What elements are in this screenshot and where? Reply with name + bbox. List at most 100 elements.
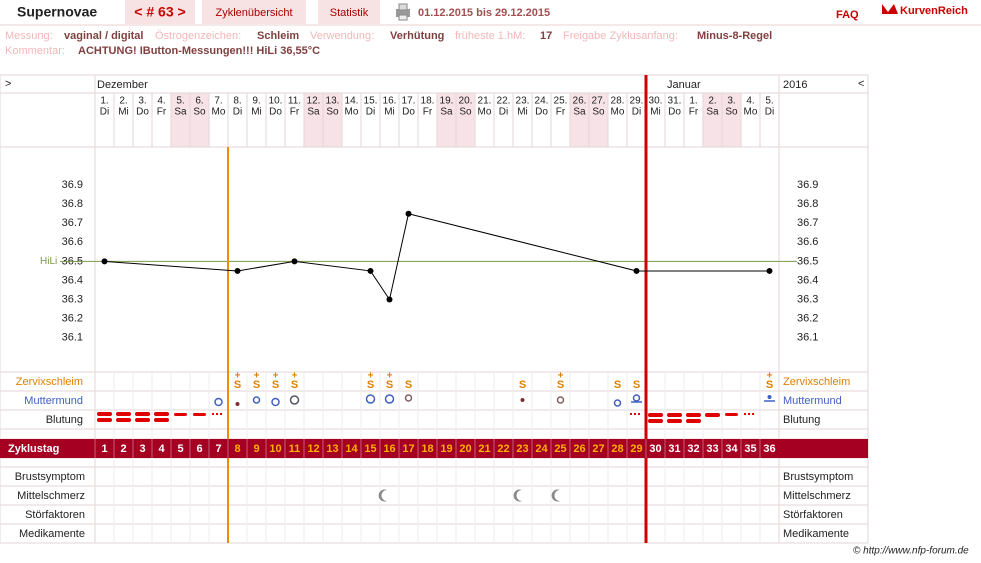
weekday: Do [535, 107, 548, 118]
weekday: Di [366, 107, 375, 118]
weekday: So [459, 107, 472, 118]
day-num: 21. [478, 96, 492, 107]
mucus-sign: S [272, 379, 279, 391]
temperature-point [101, 258, 108, 265]
info-value: Verhütung [390, 30, 444, 42]
cycle-day: 33 [706, 443, 718, 455]
weekday: Mo [744, 107, 758, 118]
tab[interactable]: Zyklenübersicht [215, 7, 292, 19]
date-range: 01.12.2015 bis 29.12.2015 [418, 7, 550, 19]
day-num: 28. [611, 96, 625, 107]
cycle-day: 27 [592, 443, 604, 455]
weekday: Di [100, 107, 109, 118]
weekday: Mi [650, 107, 661, 118]
weekday: So [592, 107, 605, 118]
mucus-plus: + [558, 371, 564, 382]
mucus-sign: S [367, 379, 374, 391]
day-num: 4. [157, 96, 165, 107]
cycle-day: 14 [345, 443, 358, 455]
day-num: 19. [440, 96, 454, 107]
row-label: Brustsymptom [783, 471, 853, 483]
day-num: 26. [573, 96, 587, 107]
month-label: Januar [667, 79, 701, 91]
day-num: 10. [269, 96, 283, 107]
day-num: 22. [497, 96, 511, 107]
logo-icon [882, 4, 898, 14]
cycle-day: 6 [196, 443, 202, 455]
nav: < [858, 78, 864, 90]
cycle-day: 36 [763, 443, 775, 455]
cycle-day: 34 [725, 443, 738, 455]
tab[interactable]: Statistik [330, 7, 369, 19]
day-num: 2. [119, 96, 127, 107]
cycle-day: 26 [573, 443, 585, 455]
day-num: 18. [421, 96, 435, 107]
weekend-shade [722, 93, 741, 147]
mucus-plus: + [254, 371, 260, 382]
y-tick-label: 36.9 [797, 179, 818, 191]
weekend-shade [570, 93, 589, 147]
weekend-shade [323, 93, 342, 147]
info-value: ACHTUNG! IButton-Messungen!!! HiLi 36,55… [78, 45, 320, 57]
day-num: 12. [307, 96, 321, 107]
weekday: Sa [706, 107, 719, 118]
cycle-day: 30 [649, 443, 661, 455]
temperature-point [766, 267, 773, 274]
y-tick-label: 36.7 [62, 217, 83, 229]
info-value: Schleim [257, 30, 299, 42]
day-num: 24. [535, 96, 549, 107]
day-num: 11. [288, 96, 301, 107]
weekend-shade [437, 93, 456, 147]
tab-bg[interactable] [202, 0, 306, 24]
mucus-sign: S [519, 379, 526, 391]
tab-bg[interactable] [125, 0, 195, 24]
weekend-shade [703, 93, 722, 147]
day-num: 25. [554, 96, 568, 107]
day-num: 29. [630, 96, 644, 107]
weekday: Fr [157, 107, 167, 118]
row-label: Medikamente [783, 528, 849, 540]
day-num: 5. [765, 96, 773, 107]
info-label: Messung: [5, 30, 53, 42]
cycle-label: Zyklustag [8, 443, 59, 455]
mucus-sign: S [405, 379, 412, 391]
y-tick-label: 36.6 [797, 236, 818, 248]
logo[interactable]: KurvenReich [900, 5, 968, 17]
temperature-point [386, 296, 393, 303]
info-label: Verwendung: [310, 30, 374, 42]
row-label: Blutung [783, 414, 820, 426]
cycle-day: 4 [158, 443, 165, 455]
tab-bg[interactable] [318, 0, 380, 24]
cycle-nav[interactable]: < # 63 > [134, 4, 185, 20]
cycle-day: 16 [383, 443, 395, 455]
cycle-day: 31 [668, 443, 680, 455]
cycle-day: 1 [101, 443, 107, 455]
info-value: vaginal / digital [64, 30, 143, 42]
pain-icons [378, 489, 560, 502]
print-icon[interactable] [396, 3, 410, 21]
cycle-day: 28 [611, 443, 623, 455]
day-num: 15. [364, 96, 378, 107]
y-tick-label: 36.1 [797, 332, 818, 344]
temperature-line [104, 213, 770, 301]
cycle-day: 8 [234, 443, 240, 455]
weekend-shade [456, 93, 475, 147]
day-num: 6. [195, 96, 203, 107]
y-tick-label: 36.9 [62, 179, 83, 191]
weekday: Mi [384, 107, 395, 118]
y-tick-label: 36.4 [62, 274, 83, 286]
mucus-sign: S [614, 379, 621, 391]
weekday: Sa [174, 107, 187, 118]
weekday: Di [765, 107, 774, 118]
temperature-point [633, 267, 640, 274]
y-tick-label: 36.2 [62, 313, 83, 325]
mucus-plus: + [273, 371, 279, 382]
day-num: 9. [252, 96, 260, 107]
weekday: Mo [345, 107, 359, 118]
faq-link[interactable]: FAQ [836, 9, 859, 21]
day-num: 16. [383, 96, 397, 107]
weekday: Di [233, 107, 242, 118]
mucus-sign: S [234, 379, 241, 391]
